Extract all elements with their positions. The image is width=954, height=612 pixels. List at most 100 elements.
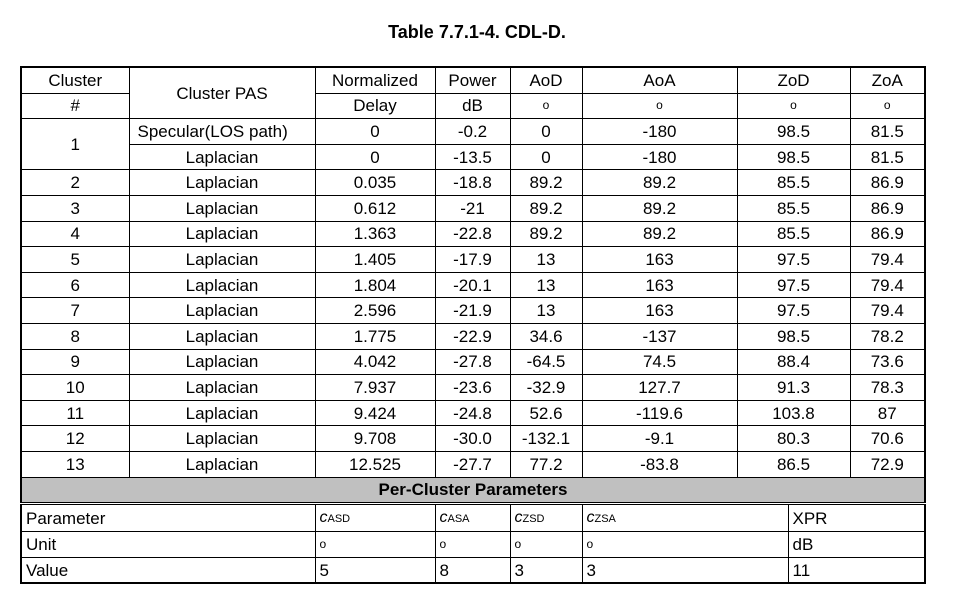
cluster-zoa: 72.9	[849, 450, 926, 478]
unit-casd: o	[314, 531, 436, 558]
value-row: Value 5 8 3 3 11	[20, 556, 926, 585]
cluster-power: -27.7	[434, 450, 511, 478]
param-casd: cASD	[314, 504, 436, 532]
cluster-power: -22.9	[434, 322, 511, 350]
cluster-power: -22.8	[434, 220, 511, 248]
cluster-power: -13.5	[434, 143, 511, 171]
cluster-aoa: 163	[581, 271, 738, 299]
header-aoa-unit: o	[581, 92, 738, 120]
cluster-aod: 0	[509, 118, 583, 145]
per-cluster-title: Per-Cluster Parameters	[20, 476, 926, 504]
cluster-aoa: 74.5	[581, 348, 738, 376]
casa-subscript: ASA	[447, 513, 470, 525]
cluster-zod: 97.5	[736, 297, 851, 324]
cluster-delay: 1.804	[314, 271, 436, 299]
cluster-number: 12	[20, 425, 130, 452]
header-cluster-number: #	[20, 92, 130, 120]
value-casa: 8	[434, 556, 511, 585]
cluster-pas: Laplacian	[128, 297, 316, 324]
header-aod: AoD	[509, 65, 583, 94]
param-row: Parameter cASD cASA cZSD cZSA XPR	[20, 504, 926, 532]
cluster-zod: 98.5	[736, 143, 851, 171]
cluster-aoa: 89.2	[581, 220, 738, 248]
cluster-aod: -132.1	[509, 425, 583, 452]
cluster-aoa: -180	[581, 118, 738, 145]
cluster-zoa: 79.4	[849, 271, 926, 299]
param-xpr: XPR	[787, 504, 926, 532]
cluster-aod: -32.9	[509, 374, 583, 401]
cluster-zoa: 86.9	[849, 169, 926, 196]
cluster-pas: Laplacian	[128, 143, 316, 171]
cluster-delay: 0	[314, 143, 436, 171]
cluster-number: 8	[20, 322, 130, 350]
cluster-aod: 89.2	[509, 220, 583, 248]
cluster-aod: 13	[509, 246, 583, 273]
cluster-zod: 85.5	[736, 169, 851, 196]
cluster-zoa: 78.3	[849, 374, 926, 401]
cluster-delay: 0.612	[314, 194, 436, 222]
cluster-aoa: -137	[581, 322, 738, 350]
value-czsa: 3	[581, 556, 789, 585]
cluster-aod: 34.6	[509, 322, 583, 350]
cluster-delay: 9.424	[314, 399, 436, 427]
cluster-number: 6	[20, 271, 130, 299]
cluster-zod: 97.5	[736, 246, 851, 273]
per-cluster-band: Per-Cluster Parameters	[20, 476, 926, 504]
cluster-pas: Laplacian	[128, 348, 316, 376]
cluster-zoa: 81.5	[849, 143, 926, 171]
cluster-zod: 91.3	[736, 374, 851, 401]
czsa-subscript: ZSA	[594, 513, 616, 525]
czsd-symbol: c	[514, 509, 523, 526]
cluster-delay: 7.937	[314, 374, 436, 401]
unit-czsd: o	[509, 531, 583, 558]
cluster-zod: 98.5	[736, 118, 851, 145]
table-row: 11 Laplacian 9.424 -24.8 52.6 -119.6 103.8 87	[20, 399, 926, 427]
cluster-number: 10	[20, 374, 130, 401]
cluster-zoa: 70.6	[849, 425, 926, 452]
cluster-aoa: -83.8	[581, 450, 738, 478]
cluster-zod: 98.5	[736, 322, 851, 350]
table-row: 10 Laplacian 7.937 -23.6 -32.9 127.7 91.3 78.3	[20, 374, 926, 401]
table-row: 7 Laplacian 2.596 -21.9 13 163 97.5 79.4	[20, 297, 926, 324]
header-zod-unit: o	[736, 92, 851, 120]
table-row: 5 Laplacian 1.405 -17.9 13 163 97.5 79.4	[20, 246, 926, 273]
header-delay-unit: Delay	[314, 92, 436, 120]
cluster-zod: 97.5	[736, 271, 851, 299]
czsa-symbol: c	[586, 509, 595, 526]
header-power: Power	[434, 65, 511, 94]
cluster-aod: 52.6	[509, 399, 583, 427]
cluster-pas: Laplacian	[128, 246, 316, 273]
cluster-pas: Laplacian	[128, 220, 316, 248]
cluster-delay: 1.405	[314, 246, 436, 273]
cluster-zoa: 81.5	[849, 118, 926, 145]
casa-symbol: c	[439, 509, 448, 526]
table-caption: Table 7.7.1-4. CDL-D.	[388, 22, 566, 42]
cluster-delay: 0.035	[314, 169, 436, 196]
cluster-aod: 13	[509, 271, 583, 299]
cluster-aod: -64.5	[509, 348, 583, 376]
param-label: Parameter	[20, 504, 316, 532]
cluster-number: 7	[20, 297, 130, 324]
cluster-zoa: 78.2	[849, 322, 926, 350]
cluster-aod: 13	[509, 297, 583, 324]
cluster-number: 9	[20, 348, 130, 376]
header-aoa: AoA	[581, 65, 738, 94]
cluster-zoa: 73.6	[849, 348, 926, 376]
cluster-aod: 89.2	[509, 169, 583, 196]
cluster-delay: 0	[314, 118, 436, 145]
header-delay: Normalized	[314, 65, 436, 94]
value-czsd: 3	[509, 556, 583, 585]
header-zoa: ZoA	[849, 65, 926, 94]
cluster-number: 1	[20, 118, 130, 171]
cluster-zoa: 86.9	[849, 220, 926, 248]
header-power-unit: dB	[434, 92, 511, 120]
header-aod-unit: o	[509, 92, 583, 120]
unit-casa: o	[434, 531, 511, 558]
cluster-pas: Laplacian	[128, 425, 316, 452]
value-label: Value	[20, 556, 316, 585]
cluster-pas: Laplacian	[128, 374, 316, 401]
cluster-delay: 2.596	[314, 297, 436, 324]
cluster-zod: 85.5	[736, 220, 851, 248]
cluster-power: -20.1	[434, 271, 511, 299]
table-row: 12 Laplacian 9.708 -30.0 -132.1 -9.1 80.3 70.6	[20, 425, 926, 452]
